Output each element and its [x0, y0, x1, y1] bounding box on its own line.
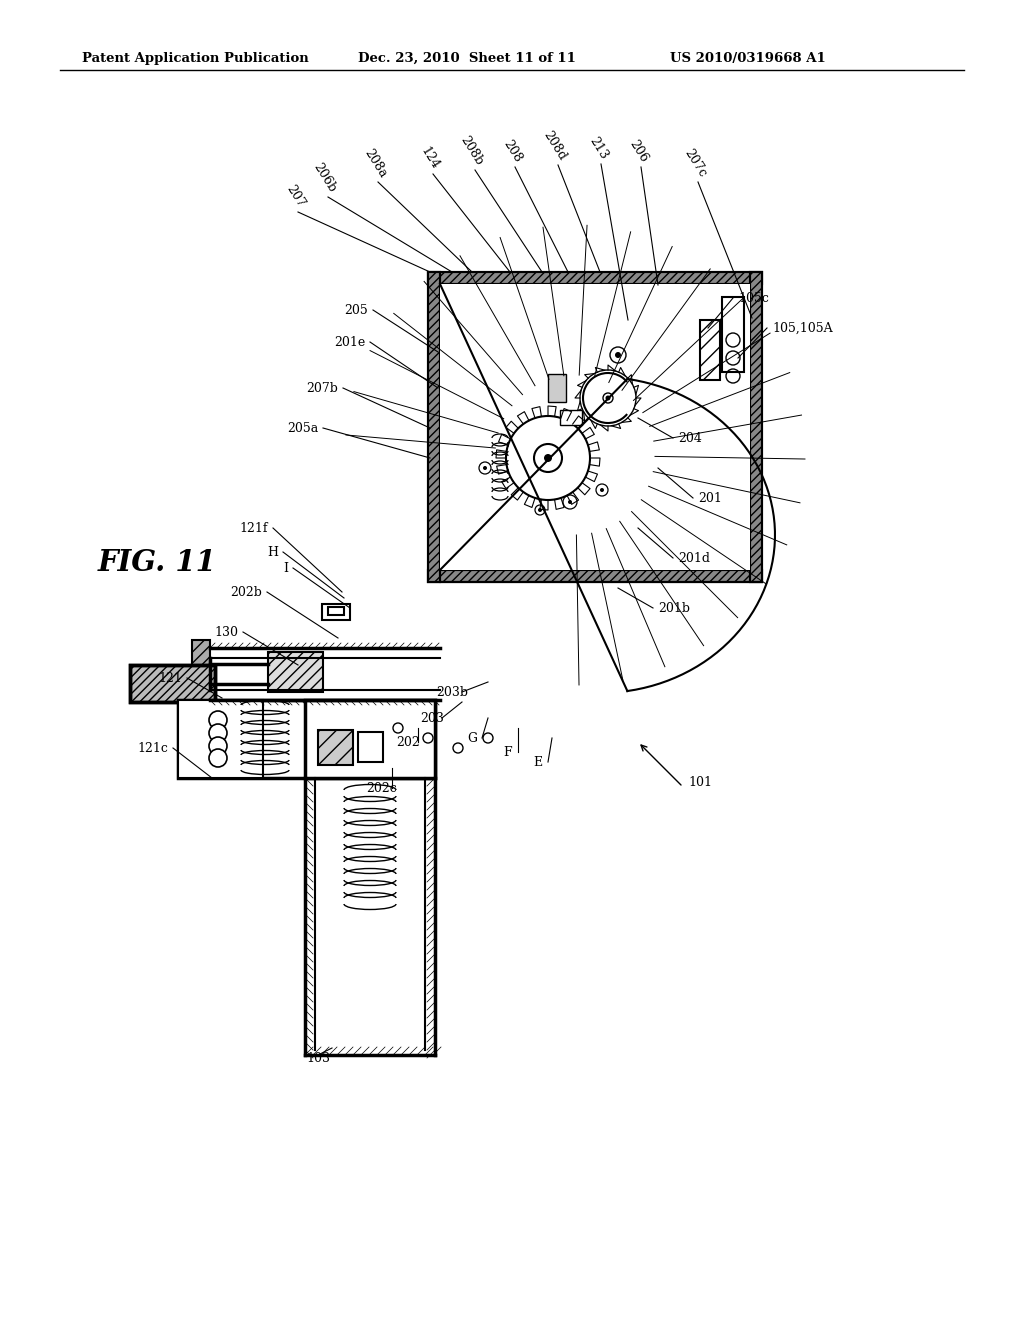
Text: 203b: 203b	[436, 685, 468, 698]
Text: Patent Application Publication: Patent Application Publication	[82, 51, 309, 65]
Text: 207c: 207c	[681, 147, 709, 180]
Bar	[178, 700, 263, 777]
Text: 201: 201	[698, 491, 722, 504]
Text: 124: 124	[418, 145, 441, 172]
Bar	[130, 665, 215, 702]
Circle shape	[209, 723, 227, 742]
Text: US 2010/0319668 A1: US 2010/0319668 A1	[670, 51, 825, 65]
Text: 205a: 205a	[287, 421, 318, 434]
Text: I: I	[283, 561, 288, 574]
Circle shape	[483, 466, 487, 470]
Bar	[428, 570, 762, 582]
Text: 206: 206	[626, 137, 650, 165]
Circle shape	[209, 711, 227, 729]
Text: FIG. 11: FIG. 11	[98, 548, 217, 577]
Text: 201e: 201e	[334, 335, 365, 348]
Bar	[428, 272, 440, 582]
Circle shape	[538, 508, 542, 512]
Bar	[440, 284, 750, 570]
Text: 207: 207	[284, 183, 307, 210]
Text: 202: 202	[396, 735, 420, 748]
Text: 121c: 121c	[137, 742, 168, 755]
Bar	[193, 640, 210, 708]
Bar	[318, 730, 353, 766]
Text: 201d: 201d	[678, 552, 710, 565]
Bar	[428, 272, 762, 284]
FancyArrowPatch shape	[641, 744, 681, 785]
Text: 105,105A: 105,105A	[772, 322, 833, 334]
Text: 204: 204	[678, 432, 701, 445]
Text: 105c: 105c	[738, 292, 769, 305]
Text: G: G	[467, 731, 477, 744]
Text: H: H	[267, 545, 278, 558]
Text: 101: 101	[688, 776, 712, 788]
Bar	[722, 297, 744, 372]
Text: E: E	[534, 755, 543, 768]
Bar	[548, 374, 566, 403]
Bar	[750, 272, 762, 582]
Text: 207b: 207b	[306, 381, 338, 395]
Text: 202c: 202c	[367, 781, 397, 795]
Text: 130: 130	[214, 626, 238, 639]
Bar	[428, 272, 762, 284]
Text: 208b: 208b	[458, 133, 486, 168]
Circle shape	[615, 352, 621, 358]
Text: 103: 103	[306, 1052, 330, 1064]
Bar	[750, 272, 762, 582]
Text: 208a: 208a	[361, 147, 389, 180]
Text: 121f: 121f	[240, 521, 268, 535]
Text: 203: 203	[420, 711, 444, 725]
Text: 208: 208	[500, 137, 524, 165]
Circle shape	[605, 396, 610, 400]
Circle shape	[600, 488, 604, 492]
Bar	[322, 605, 350, 620]
Bar	[305, 700, 435, 777]
Text: 201b: 201b	[658, 602, 690, 615]
Circle shape	[209, 737, 227, 755]
Text: 205: 205	[344, 304, 368, 317]
Bar	[700, 319, 720, 380]
Text: Dec. 23, 2010  Sheet 11 of 11: Dec. 23, 2010 Sheet 11 of 11	[358, 51, 575, 65]
Bar	[428, 272, 440, 582]
Text: 213: 213	[586, 135, 610, 162]
Bar	[328, 607, 344, 615]
Bar	[428, 570, 762, 582]
Bar	[130, 665, 215, 702]
Text: 208d: 208d	[541, 129, 569, 162]
Circle shape	[544, 454, 552, 462]
Bar	[268, 652, 323, 692]
Text: 206b: 206b	[311, 161, 339, 195]
Text: 202b: 202b	[230, 586, 262, 598]
Text: 121: 121	[158, 672, 182, 685]
Circle shape	[209, 748, 227, 767]
Circle shape	[568, 500, 572, 504]
Bar	[560, 411, 582, 425]
Text: F: F	[504, 746, 512, 759]
Bar	[358, 733, 383, 762]
Bar	[178, 700, 435, 777]
